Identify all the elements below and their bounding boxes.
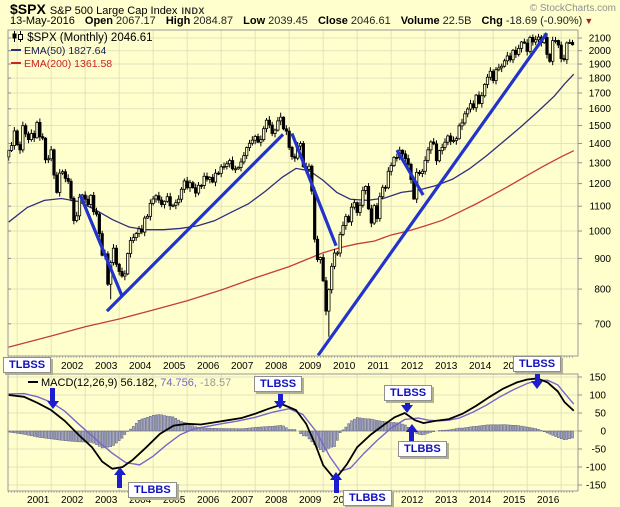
svg-text:2011: 2011 [367, 495, 389, 506]
svg-text:2015: 2015 [503, 361, 526, 372]
title-row: $SPX S&P 500 Large Cap Index INDX [10, 1, 205, 19]
svg-text:800: 800 [594, 285, 611, 296]
chg-label: Chg [481, 15, 503, 27]
svg-text:2000: 2000 [589, 46, 612, 57]
macd-legend-text: MACD(12,26,9) 56.182, [41, 377, 158, 389]
svg-text:1300: 1300 [589, 158, 612, 169]
svg-text:2012: 2012 [401, 361, 424, 372]
chg-value: -18.69 (-0.90%) [505, 15, 583, 27]
low-label: Low [243, 15, 266, 27]
price-legend-text: $SPX (Monthly) 2046.61 [27, 32, 153, 44]
svg-text:100: 100 [589, 391, 606, 402]
svg-text:2003: 2003 [95, 495, 118, 506]
svg-text:2013: 2013 [435, 495, 458, 506]
svg-text:2006: 2006 [197, 495, 220, 506]
svg-text:2008: 2008 [265, 361, 288, 372]
svg-text:2010: 2010 [333, 361, 356, 372]
svg-text:2005: 2005 [163, 361, 186, 372]
ema50-legend-text: EMA(50) 1827.64 [24, 45, 107, 57]
svg-text:2016: 2016 [537, 495, 560, 506]
exchange-label: INDX [181, 6, 205, 16]
svg-text:2002: 2002 [61, 361, 84, 372]
svg-text:1900: 1900 [589, 60, 612, 71]
svg-text:2001: 2001 [27, 361, 50, 372]
svg-text:2002: 2002 [61, 495, 84, 506]
index-name: S&P 500 Large Cap Index [49, 5, 178, 17]
svg-text:900: 900 [594, 254, 611, 265]
svg-text:0: 0 [600, 427, 606, 438]
svg-text:-100: -100 [586, 463, 606, 474]
svg-text:2003: 2003 [95, 361, 118, 372]
svg-text:2016: 2016 [537, 361, 560, 372]
svg-text:2013: 2013 [435, 361, 458, 372]
close-value: 2046.61 [350, 15, 391, 27]
open-value: 2067.17 [116, 15, 156, 27]
svg-text:2012: 2012 [401, 495, 424, 506]
svg-text:2014: 2014 [469, 361, 492, 372]
low-value: 2039.45 [268, 15, 308, 27]
svg-text:1100: 1100 [589, 202, 611, 213]
ema200-legend: EMA(200) 1361.58 [11, 58, 112, 70]
svg-text:-50: -50 [592, 445, 607, 456]
volume-label: Volume [400, 15, 440, 27]
ema50-legend: EMA(50) 1827.64 [11, 45, 106, 57]
macd-swatch-icon [28, 381, 38, 384]
ema200-swatch-icon [11, 62, 21, 65]
svg-text:2005: 2005 [163, 495, 186, 506]
open-label: Open [84, 15, 114, 27]
macd-legend: MACD(12,26,9) 56.182, 74.756, -18.57 [28, 377, 231, 389]
svg-text:2006: 2006 [197, 361, 220, 372]
quote-date: 13-May-2016 [10, 15, 75, 27]
ema50-swatch-icon [11, 49, 21, 52]
svg-text:2010: 2010 [333, 495, 356, 506]
ema200-legend-text: EMA(200) 1361.58 [24, 58, 113, 70]
svg-text:1400: 1400 [589, 139, 612, 150]
svg-text:1200: 1200 [589, 179, 612, 190]
svg-text:2015: 2015 [503, 495, 526, 506]
price-legend: $SPX (Monthly) 2046.61 [11, 31, 153, 44]
candlestick-icon [12, 31, 23, 42]
quote-row: 13-May-2016 Open 2067.17 High 2084.87 Low 2… [10, 15, 593, 27]
svg-text:1800: 1800 [589, 74, 612, 85]
svg-text:2100: 2100 [589, 34, 612, 45]
macd-hist-value: -18.57 [200, 377, 232, 389]
svg-text:700: 700 [594, 319, 611, 330]
svg-text:1500: 1500 [589, 121, 612, 132]
svg-text:2011: 2011 [367, 361, 389, 372]
svg-text:2001: 2001 [27, 495, 50, 506]
svg-text:2008: 2008 [265, 495, 288, 506]
volume-value: 22.5B [442, 15, 472, 27]
svg-text:1600: 1600 [589, 104, 612, 115]
stockcharts-watermark: © StockCharts.com [529, 3, 616, 14]
svg-text:1000: 1000 [589, 227, 612, 238]
close-label: Close [317, 15, 348, 27]
svg-text:50: 50 [595, 409, 607, 420]
svg-text:2009: 2009 [299, 361, 322, 372]
svg-text:1700: 1700 [589, 88, 612, 99]
macd-signal-value: 74.756, [160, 377, 197, 389]
svg-text:2004: 2004 [129, 495, 152, 506]
svg-text:2009: 2009 [299, 495, 322, 506]
svg-text:2014: 2014 [469, 495, 492, 506]
chart-header: $SPX S&P 500 Large Cap Index INDX © StockC… [0, 0, 620, 29]
svg-text:-150: -150 [586, 481, 606, 492]
svg-text:150: 150 [589, 373, 606, 384]
symbol: $SPX [10, 1, 46, 17]
svg-text:2007: 2007 [231, 361, 254, 372]
svg-text:2004: 2004 [129, 361, 152, 372]
high-label: High [165, 15, 191, 27]
high-value: 2084.87 [193, 15, 234, 27]
chg-down-triangle-icon: ▼ [584, 16, 594, 26]
svg-text:2007: 2007 [231, 495, 254, 506]
